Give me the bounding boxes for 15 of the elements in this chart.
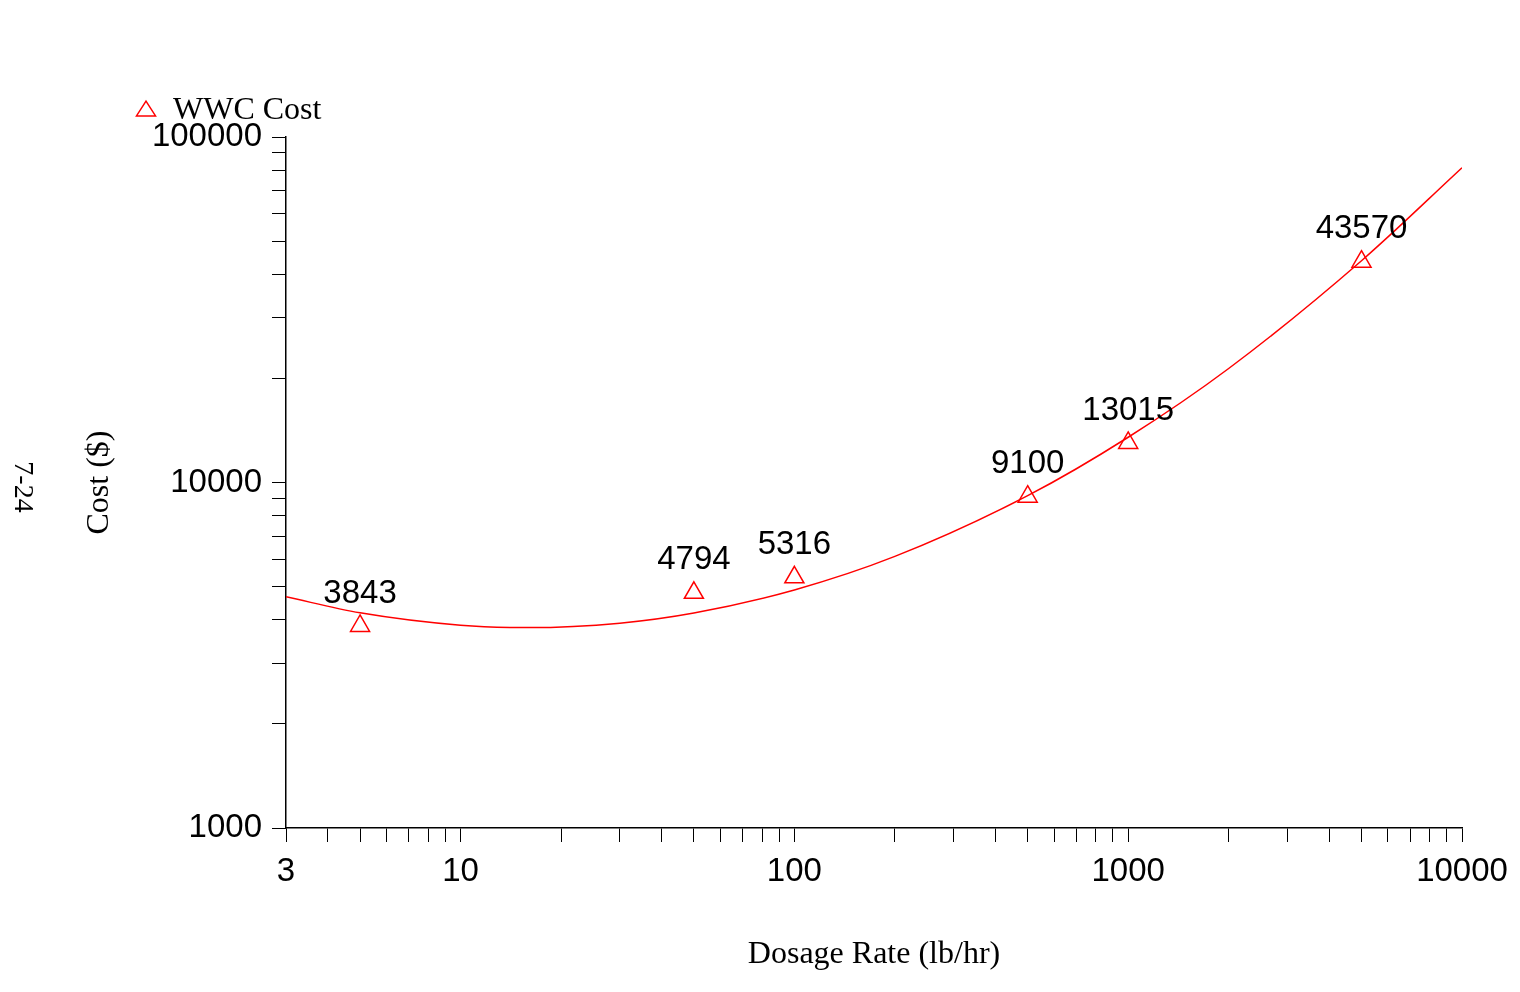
y-axis-title: Cost ($)	[78, 430, 115, 535]
x-axis-title: Dosage Rate (lb/hr)	[747, 934, 1001, 971]
data-label: 13015	[1082, 389, 1175, 427]
x-tick-label: 1000	[1091, 850, 1165, 888]
data-label: 9100	[990, 443, 1065, 481]
data-label: 5316	[757, 523, 832, 561]
data-label: 4794	[657, 539, 731, 577]
y-tick-label: 10000	[170, 461, 262, 499]
y-tick-label: 1000	[188, 807, 262, 845]
x-tick-label: 10	[442, 850, 479, 888]
x-tick-label: 100	[766, 850, 822, 888]
x-tick-label: 3	[276, 850, 296, 888]
text: 7-24	[8, 461, 40, 513]
x-tick-label: 10000	[1416, 850, 1508, 888]
data-label: 3843	[323, 572, 397, 610]
